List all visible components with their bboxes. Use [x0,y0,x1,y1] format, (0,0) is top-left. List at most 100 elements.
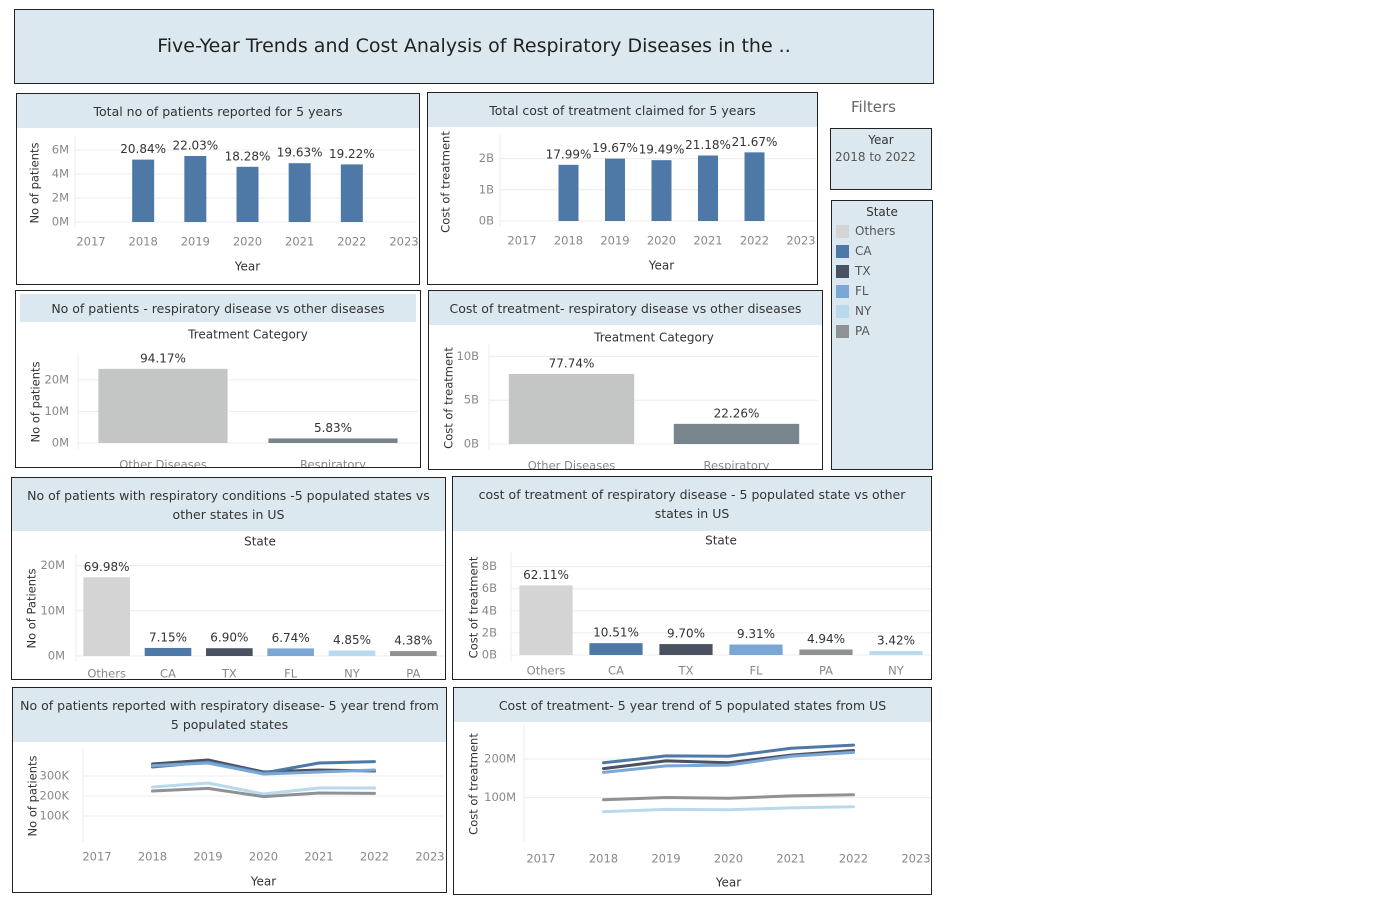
legend-label: NY [855,304,872,318]
x-tick-label: Other Diseases [528,459,616,471]
bar [132,159,155,222]
legend-item-fl[interactable]: FL [836,281,932,301]
legend-item-tx[interactable]: TX [836,261,932,281]
x-tick-label: 2023 [901,852,930,866]
y-tick-label: 0M [52,436,69,450]
x-tick-label: 2020 [249,850,278,864]
chart-total-patients: No of patients 0M 2M 4M 6M 2017 2018 2019 2020 20… [28,136,419,274]
bar [744,152,765,221]
data-label: 20.84% [120,142,166,156]
panel-cost-by-state: cost of treatment of respiratory disease… [452,476,932,680]
bar [729,644,783,655]
year-filter[interactable]: Year 2018 to 2022 [830,128,932,190]
series-line-ny [151,781,376,796]
y-tick-label: 200K [40,789,70,803]
data-label: 21.67% [732,135,778,149]
y-tick-label: 1B [479,182,494,196]
legend-swatch [836,224,849,238]
x-axis-title: Year [715,876,741,890]
y-tick-label: 10M [40,603,65,617]
x-tick-label: TX [678,664,694,678]
y-axis-title: Cost of treatment [439,131,453,233]
bar [206,648,253,656]
chart-header: Treatment Category [593,331,714,345]
data-label: 4.85% [333,633,371,647]
chart-total-cost: Cost of treatment 0B 1B 2B 2017 2018 2019 2020 2… [439,131,816,273]
x-axis-title: Year [234,260,260,274]
x-tick-label: 2017 [76,235,105,249]
panel-patients-trend: No of patients reported with respiratory… [12,687,447,893]
panel-cost-trend: Cost of treatment- 5 year trend of 5 pop… [453,687,932,895]
x-tick-label: CA [160,667,176,681]
year-filter-value[interactable]: 2018 to 2022 [835,150,916,164]
data-label: 10.51% [593,626,639,640]
data-label: 6.90% [210,631,248,645]
y-tick-label: 0B [479,214,494,228]
data-label: 19.67% [592,141,638,155]
data-label: 94.17% [140,351,186,365]
data-label: 22.26% [714,406,760,420]
x-tick-label: NY [888,664,905,678]
bar [184,156,207,222]
data-label: 4.94% [807,632,845,646]
x-tick-label: NY [344,667,361,681]
bar [651,160,672,221]
legend-item-ca[interactable]: CA [836,241,932,261]
chart-header: Treatment Category [187,328,308,342]
data-label: 19.22% [329,147,375,161]
chart-title: Total no of patients reported for 5 year… [17,94,419,128]
data-label: 22.03% [172,139,218,153]
y-tick-label: 100K [40,809,70,823]
y-tick-label: 6B [482,581,497,595]
x-tick-label: 2022 [740,234,769,248]
year-filter-title: Year [868,133,894,147]
x-axis-title: Year [648,259,674,273]
chart-title: No of patients - respiratory disease vs … [20,294,416,322]
legend-item-ny[interactable]: NY [836,301,932,321]
x-tick-label: CA [608,664,624,678]
bar [288,163,311,222]
legend-item-others[interactable]: Others [836,221,932,241]
series-line-fl [602,750,855,774]
data-label: 69.98% [84,560,130,574]
series-line-pa [602,793,855,802]
bar [83,577,130,656]
x-tick-label: 2021 [285,235,314,249]
panel-patients-by-state: No of patients with respiratory conditio… [11,477,446,680]
chart-cost-by-state: State Cost of treatment 0B 2B 4B 6B 8B 62.11% Ot… [467,534,931,678]
data-label: 17.99% [546,147,592,161]
x-tick-label: 2022 [839,852,868,866]
bar [144,647,192,656]
x-tick-label: 2017 [507,234,536,248]
dashboard-title: Five-Year Trends and Cost Analysis of Re… [15,10,933,83]
legend-label: CA [855,244,872,258]
x-tick-label: PA [819,664,833,678]
bar [340,164,363,222]
legend-swatch [836,264,849,278]
y-tick-label: 2B [482,625,497,639]
y-tick-label: 10M [44,404,69,418]
x-tick-label: 2019 [600,234,629,248]
bar [236,166,259,222]
y-axis-title: Cost of treatment [467,733,481,835]
legend-label: Others [855,224,896,238]
chart-header: State [705,534,737,548]
x-tick-label: Respiratory [300,458,366,469]
legend-label: PA [855,324,870,338]
legend-swatch [836,304,849,318]
data-label: 62.11% [523,568,569,582]
legend-swatch [836,244,849,258]
y-tick-label: 2M [52,191,69,205]
chart-title: Cost of treatment- 5 year trend of 5 pop… [454,688,931,722]
bar [508,373,635,444]
x-axis-title: Year [250,875,276,889]
legend-label: FL [855,284,869,298]
data-label: 21.18% [685,138,731,152]
bar [869,651,923,655]
legend-item-pa[interactable]: PA [836,321,932,341]
data-label: 19.63% [277,146,323,160]
x-tick-label: 2021 [693,234,722,248]
state-legend: State Others CA TX FL NY PA [831,200,933,470]
y-tick-label: 0M [52,215,69,229]
y-tick-label: 0B [482,648,497,662]
